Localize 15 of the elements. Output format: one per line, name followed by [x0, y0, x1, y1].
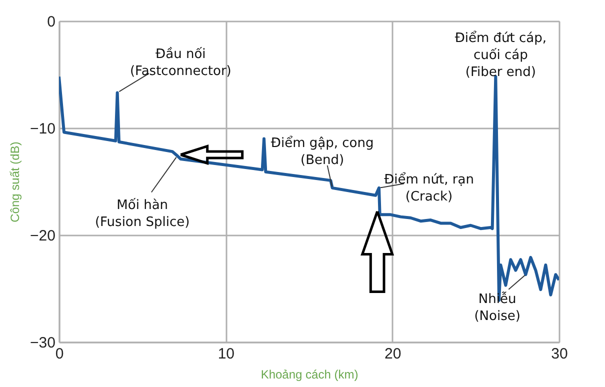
x-axis-title: Khoảng cách (km): [260, 368, 358, 382]
annotation: Điểm nứt, rạn (Crack): [384, 171, 474, 204]
y-tick-label: −20: [30, 228, 56, 244]
y-tick-label: −10: [30, 120, 56, 138]
y-tick-label: 0: [47, 14, 56, 30]
annotation: Điểm đứt cáp, cuối cáp (Fiber end): [454, 30, 547, 80]
annotation: Điểm gập, cong (Bend): [270, 134, 374, 168]
annotation: Mối hàn (Fusion Splice): [94, 198, 190, 230]
x-tick-label: 10: [218, 346, 235, 362]
y-tick-label: −30: [30, 334, 56, 352]
x-tick-label: 20: [384, 346, 402, 362]
x-tick-label: 30: [551, 346, 568, 362]
annotation: Đầu nối (Fastconnector): [130, 46, 232, 80]
y-axis-title: Công suất (dB): [8, 142, 22, 222]
annotation: Nhiễu (Noise): [474, 291, 520, 324]
